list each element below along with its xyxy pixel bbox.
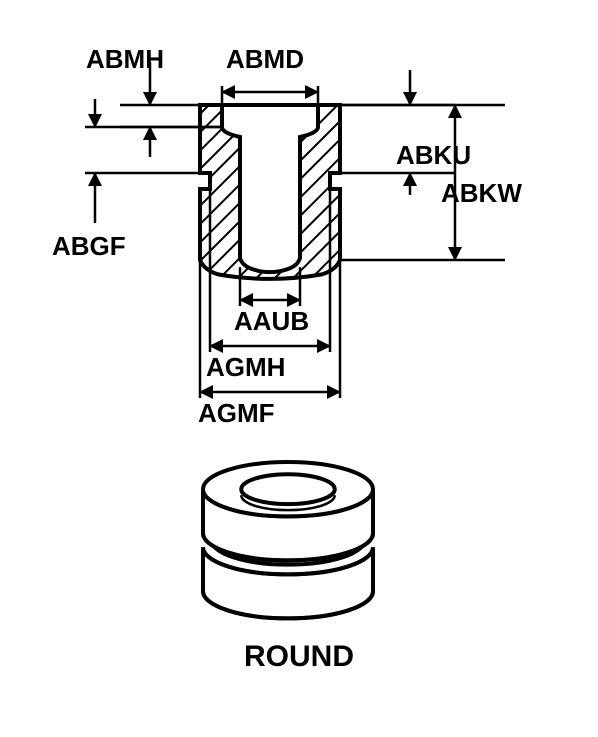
label-agmh: AGMH [206,352,285,383]
label-abgf: ABGF [52,231,126,262]
caption: ROUND [0,640,598,674]
label-abku: ABKU [396,140,471,171]
label-agmf: AGMF [198,398,275,429]
label-abkw: ABKW [441,178,522,209]
label-abmh: ABMH [86,44,164,75]
label-aaub: AAUB [234,306,309,337]
label-abmd: ABMD [226,44,304,75]
